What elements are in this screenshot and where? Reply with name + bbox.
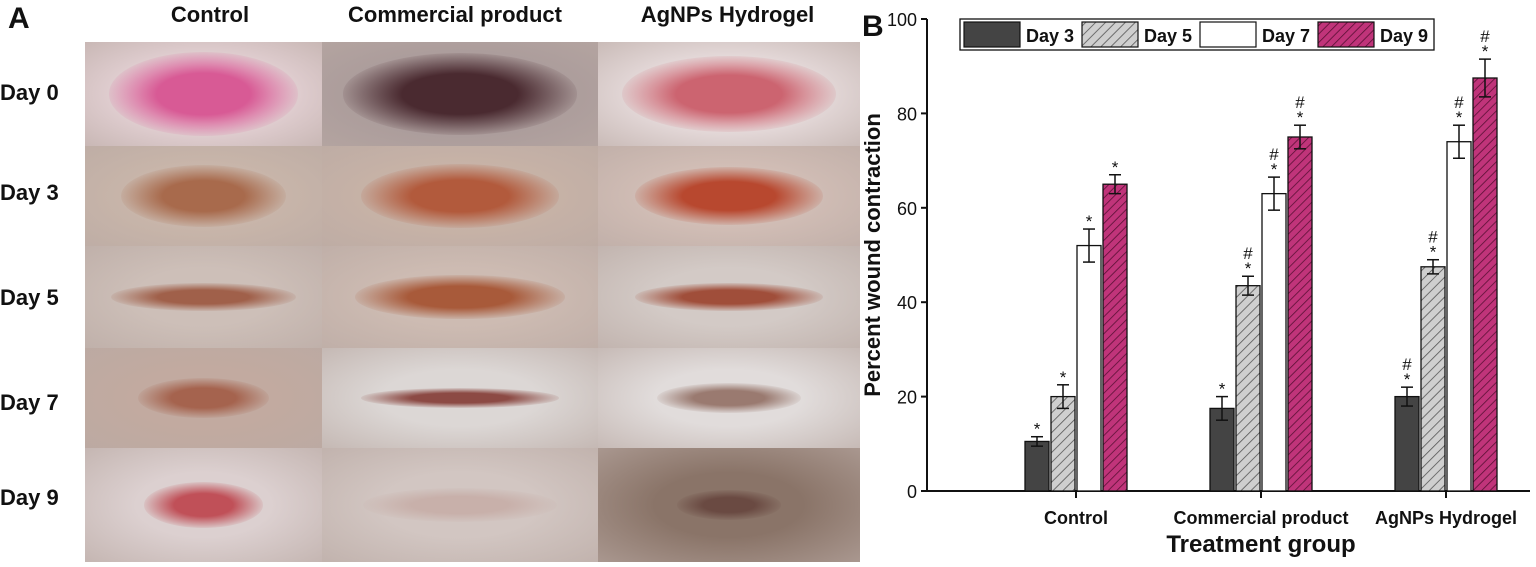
significance-star: *: [1086, 212, 1093, 231]
y-tick-label: 60: [897, 199, 917, 219]
row-header-day3: Day 3: [0, 180, 59, 205]
column-header-control: Control: [170, 2, 250, 27]
significance-hash: #: [1480, 27, 1490, 46]
significance-star: *: [1034, 420, 1041, 439]
significance-star: *: [1404, 370, 1411, 389]
legend-label: Day 5: [1144, 26, 1192, 46]
significance-star: *: [1060, 368, 1067, 387]
panel-b-letter: B: [862, 10, 884, 43]
wound-area: [120, 165, 287, 227]
wound-photo-r1-c2: [598, 146, 860, 246]
wound-area: [634, 282, 824, 312]
significance-star: *: [1297, 108, 1304, 127]
significance-star: *: [1245, 259, 1252, 278]
wound-photo-r2-c1: [322, 246, 598, 348]
wound-area: [656, 383, 802, 413]
wound-area: [111, 282, 296, 312]
wound-photo-r4-c0: [85, 448, 322, 562]
wound-area: [144, 482, 263, 528]
chart-panel: B Percent wound contraction Treatment gr…: [860, 0, 1536, 567]
bar-day-5-1: [1235, 285, 1261, 492]
wound-area: [138, 378, 269, 418]
wound-area: [676, 490, 782, 520]
significance-hash: #: [1428, 228, 1438, 247]
significance-star: *: [1430, 243, 1437, 262]
bar-day-9-2: [1472, 77, 1498, 492]
bar-day-7-2: [1446, 141, 1472, 492]
wound-photo-r2-c2: [598, 246, 860, 348]
legend: Day 3 Day 5 Day 7 Day 9: [959, 18, 1435, 51]
significance-hash: #: [1269, 145, 1279, 164]
row-header-day0: Day 0: [0, 80, 59, 105]
wound-photo-r1-c1: [322, 146, 598, 246]
significance-star: *: [1271, 160, 1278, 179]
significance-star: *: [1456, 108, 1463, 127]
wound-photo-r3-c1: [322, 348, 598, 448]
bar-day-7-0: [1076, 244, 1102, 492]
significance-star: *: [1219, 380, 1226, 399]
wound-area: [634, 167, 824, 225]
row-header-day5: Day 5: [0, 285, 59, 310]
y-tick-label: 80: [897, 104, 917, 124]
y-tick-label: 40: [897, 293, 917, 313]
plot-area: 0 20 40 60 80 100 Control * * * * Commercial produc…: [887, 10, 1530, 528]
legend-label: Day 7: [1262, 26, 1310, 46]
y-tick-label: 0: [907, 482, 917, 502]
significance-star: *: [1112, 158, 1119, 177]
bar-day-5-2: [1420, 266, 1446, 492]
wound-area: [621, 55, 837, 133]
row-header-day7: Day 7: [0, 390, 59, 415]
wound-photo-r3-c2: [598, 348, 860, 448]
wound-photo-r0-c0: [85, 42, 322, 146]
legend-label: Day 9: [1380, 26, 1428, 46]
photo-panel: A Control Commercial product AgNPs Hydro…: [0, 2, 860, 562]
wound-photo-r0-c2: [598, 42, 860, 146]
bar-day-3-0: [1024, 440, 1050, 492]
y-tick-label: 100: [887, 10, 917, 30]
bar-day-9-0: [1102, 183, 1128, 492]
bar-day-3-2: [1394, 395, 1420, 492]
bar-chart: B Percent wound contraction Treatment gr…: [860, 10, 1530, 558]
legend-swatch-day-5: [1081, 21, 1139, 48]
wound-photo-r4-c1: [322, 448, 598, 562]
x-tick-label: Commercial product: [1173, 508, 1348, 528]
column-header-agnps: AgNPs Hydrogel: [640, 2, 815, 27]
wound-area: [360, 164, 560, 228]
wound-photo-r2-c0: [85, 246, 322, 348]
legend-swatch-day-3: [963, 21, 1021, 48]
legend-label: Day 3: [1026, 26, 1074, 46]
y-tick-label: 20: [897, 388, 917, 408]
bar-day-7-1: [1261, 192, 1287, 492]
significance-hash: #: [1243, 244, 1253, 263]
wound-photo-r0-c1: [322, 42, 598, 146]
bar-day-5-0: [1050, 395, 1076, 492]
significance-hash: #: [1295, 93, 1305, 112]
panel-a-letter: A: [8, 2, 30, 35]
x-axis-label: Treatment group: [1166, 531, 1355, 558]
legend-swatch-day-7: [1199, 21, 1257, 48]
y-axis-label: Percent wound contraction: [860, 113, 885, 397]
wound-area: [355, 274, 565, 320]
wound-area: [363, 487, 557, 523]
significance-hash: #: [1454, 93, 1464, 112]
wound-photo-r3-c0: [85, 348, 322, 448]
significance-hash: #: [1402, 355, 1412, 374]
wound-area: [108, 52, 299, 136]
legend-swatch-day-9: [1317, 21, 1375, 48]
bar-day-9-1: [1287, 136, 1313, 492]
significance-star: *: [1482, 42, 1489, 61]
x-tick-label: AgNPs Hydrogel: [1375, 508, 1517, 528]
x-tick-label: Control: [1044, 508, 1108, 528]
wound-area: [342, 53, 578, 135]
column-header-commercial: Commercial product: [348, 2, 562, 27]
wound-photo-r4-c2: [598, 448, 860, 562]
row-header-day9: Day 9: [0, 485, 59, 510]
wound-photo-r1-c0: [85, 146, 322, 246]
wound-area: [360, 388, 560, 408]
